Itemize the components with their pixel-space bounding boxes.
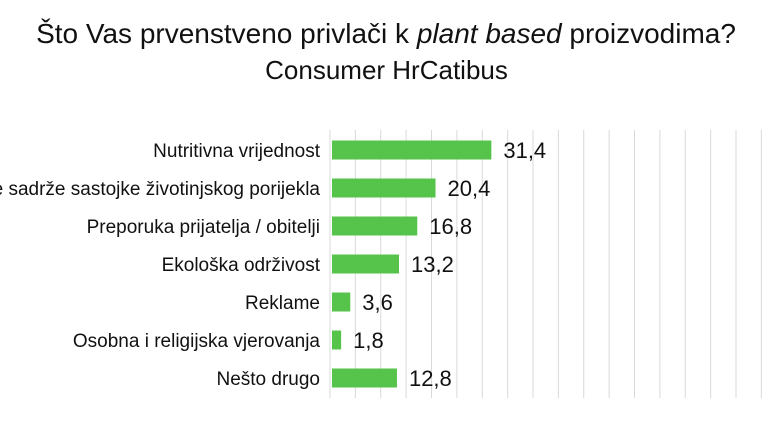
category-label: Nutritivna vrijednost bbox=[153, 141, 321, 162]
category-label: Preporuka prijatelja / obitelji bbox=[87, 217, 320, 238]
category-label: Ne sadrže sastojke životinjskog porijekl… bbox=[0, 179, 320, 200]
category-label: Reklame bbox=[245, 293, 320, 314]
value-label: 20,4 bbox=[448, 176, 491, 201]
chart-title-text: Što Vas prvenstveno privlači k plant bas… bbox=[36, 14, 736, 54]
chart-subtitle: Consumer HrCatibus bbox=[265, 55, 508, 85]
bar bbox=[332, 254, 399, 274]
value-label: 16,8 bbox=[429, 214, 472, 239]
bar bbox=[332, 140, 492, 160]
bar bbox=[332, 216, 418, 236]
chart-title-emphasis: plant based bbox=[416, 18, 562, 49]
value-label: 3,6 bbox=[362, 290, 393, 315]
bar bbox=[332, 330, 342, 350]
chart-title: Što Vas prvenstveno privlači k plant bas… bbox=[0, 14, 773, 54]
value-label: 12,8 bbox=[409, 366, 452, 391]
category-label: Ekološka održivost bbox=[162, 255, 321, 276]
bar bbox=[332, 292, 351, 312]
category-label: Osobna i religijska vjerovanja bbox=[73, 331, 321, 352]
bar bbox=[332, 368, 397, 388]
value-label: 31,4 bbox=[503, 138, 546, 163]
bar bbox=[332, 178, 436, 198]
chart-title-prefix: Što Vas prvenstveno privlači k bbox=[36, 18, 417, 49]
value-label: 1,8 bbox=[353, 328, 384, 353]
category-label: Nešto drugo bbox=[216, 369, 320, 390]
value-label: 13,2 bbox=[411, 252, 454, 277]
chart-title-suffix: proizvodima? bbox=[561, 18, 736, 49]
